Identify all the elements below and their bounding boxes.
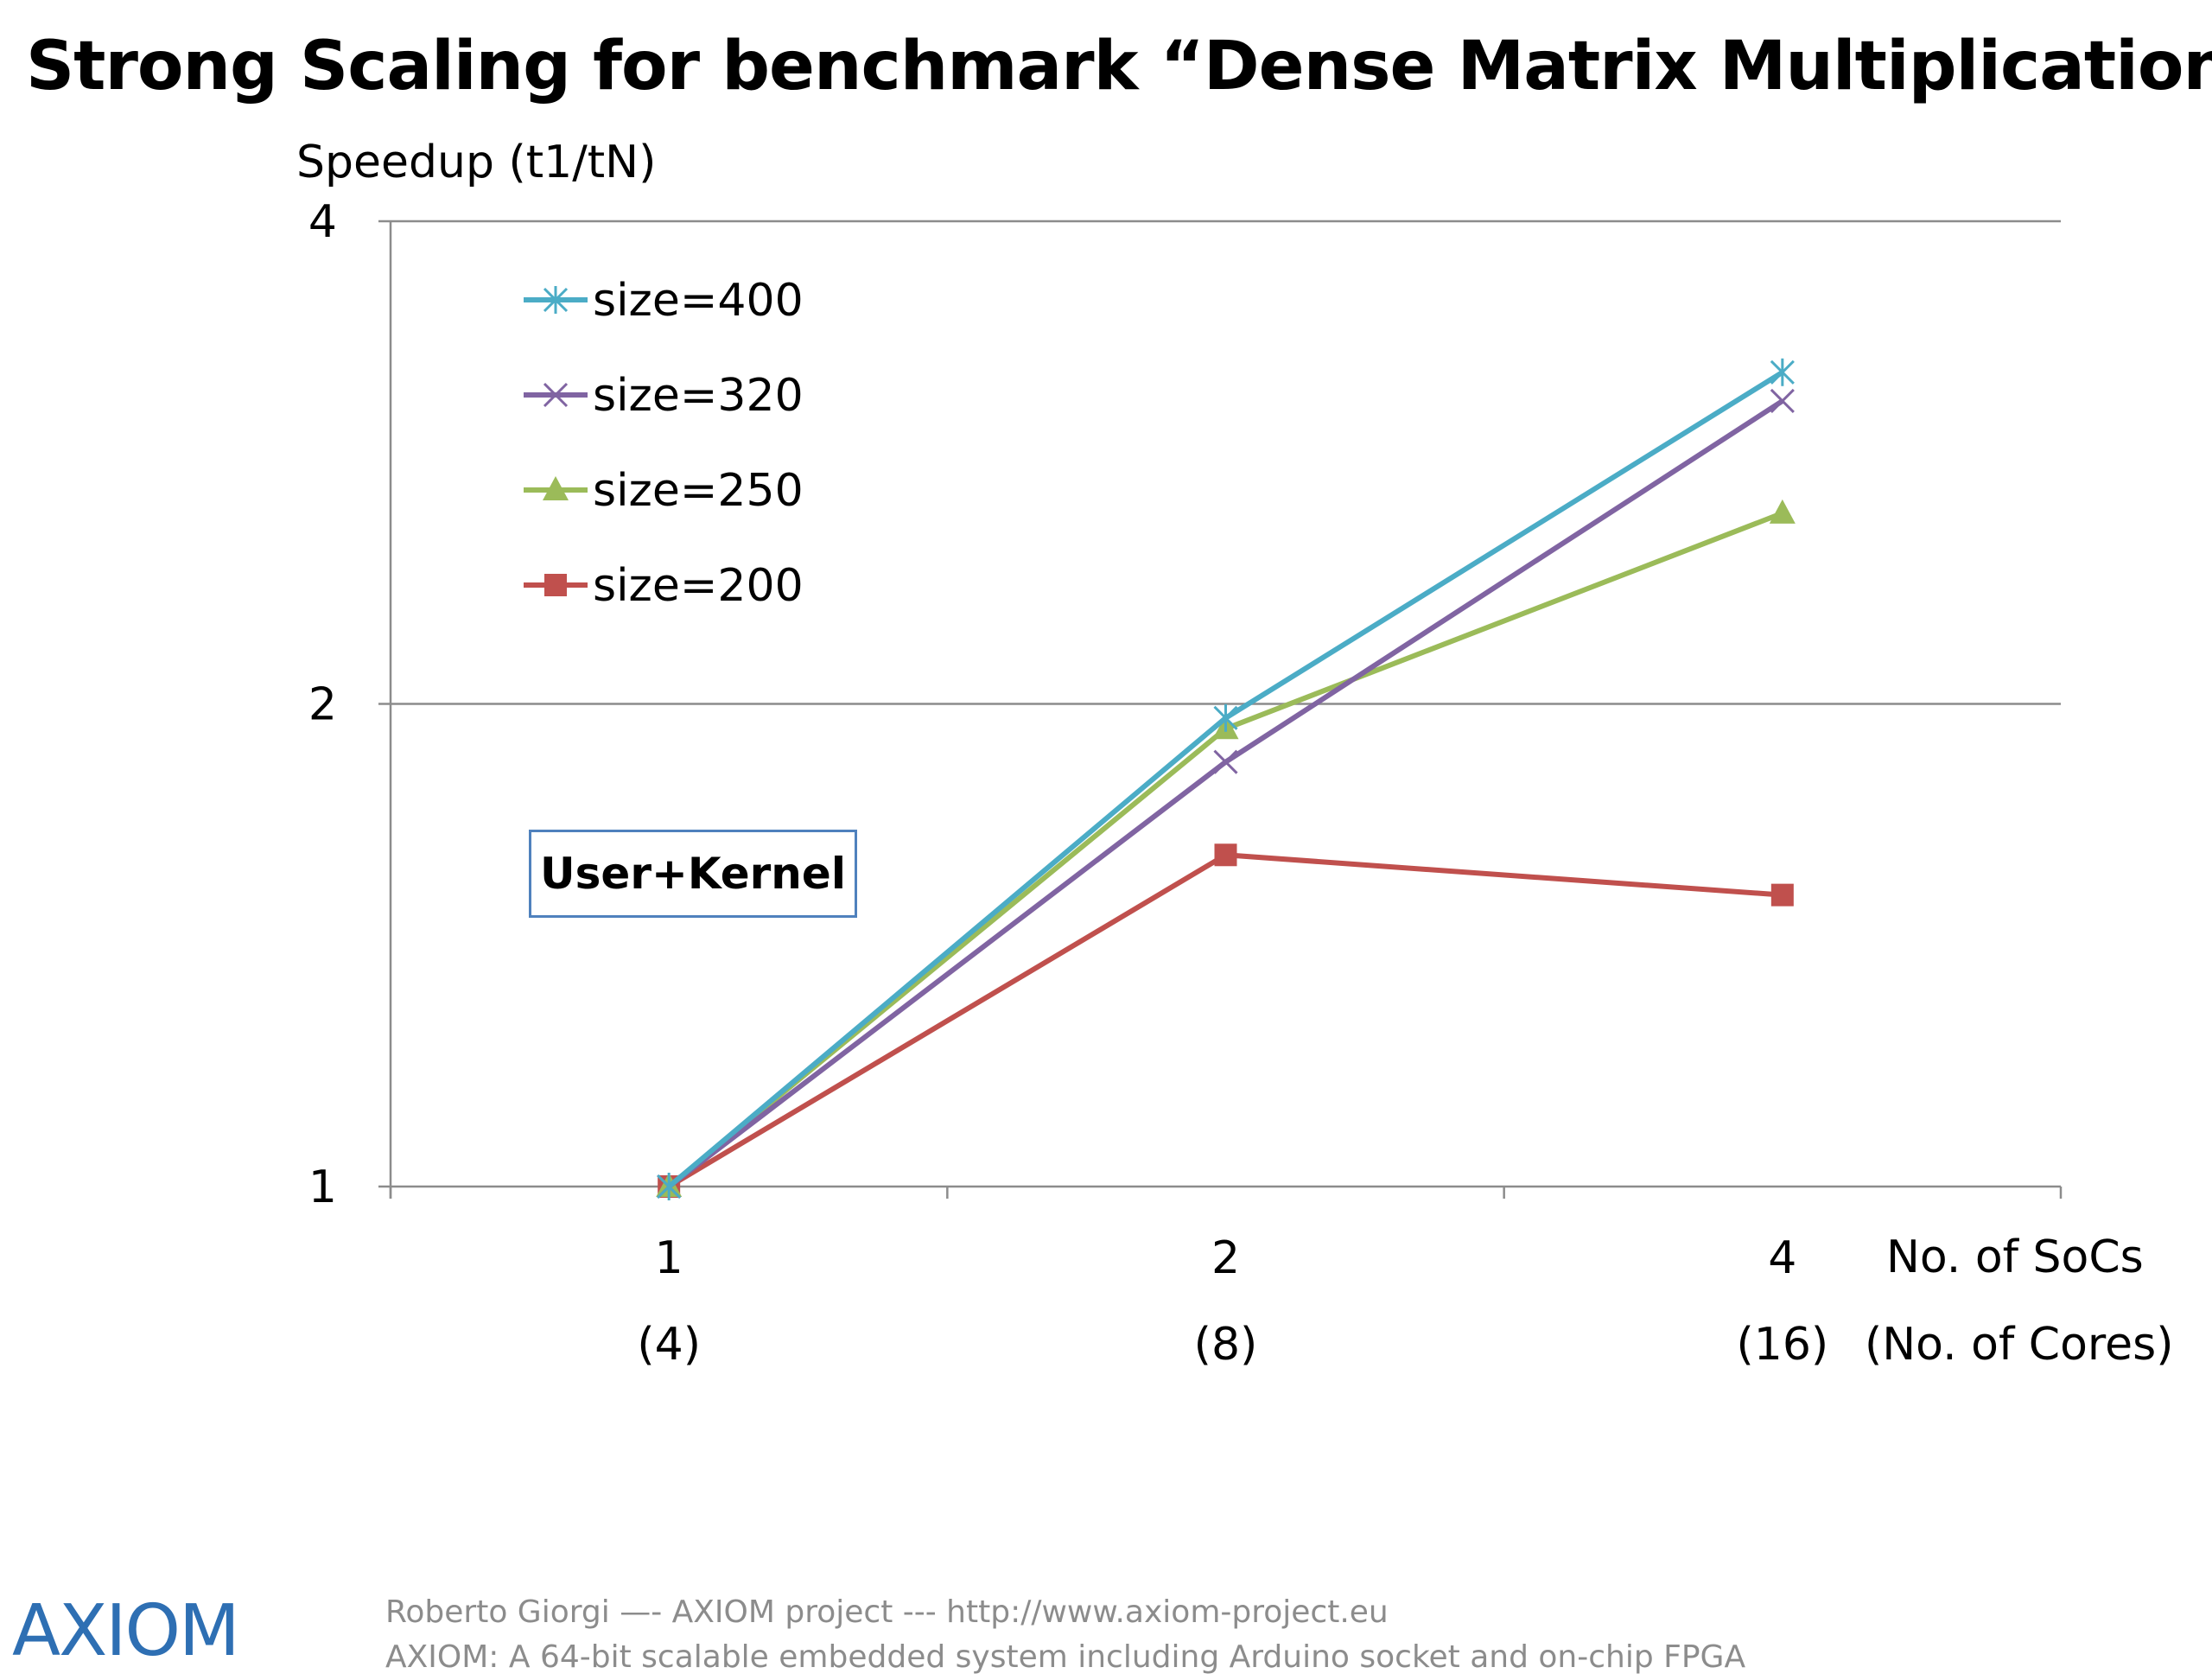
data-point-size-200-4: [1770, 883, 1794, 907]
legend-label-size-400: size=400: [593, 275, 804, 327]
legend-item-size-200: size=200: [524, 560, 804, 612]
x-axis-title-secondary: (No. of Cores): [1865, 1319, 2174, 1371]
series-line-size-320: [667, 398, 1784, 1189]
legend-marker-size-250: [543, 476, 569, 500]
x-tick-labels: 1 (4) 2 (8) 4 (16): [637, 1232, 1828, 1371]
data-point-size-320-2: [1213, 749, 1238, 774]
legend-item-size-320: size=320: [524, 370, 804, 422]
legend-item-size-400: size=400: [524, 275, 804, 327]
axes: [378, 220, 2063, 1199]
y-tick-label-1: 1: [308, 1161, 337, 1213]
x-tick-sublabel-1: (4): [637, 1319, 701, 1371]
series-line-size-400: [667, 370, 1784, 1189]
data-point-size-400-1: [657, 1173, 682, 1200]
x-tick-label-4: 4: [1768, 1232, 1796, 1284]
y-tick-label-4: 4: [308, 196, 337, 248]
axiom-logo-text: AXIOM: [12, 1594, 238, 1664]
x-tick-sublabel-2: (8): [1194, 1319, 1258, 1371]
y-tick-label-2: 2: [308, 679, 337, 731]
gridlines: [391, 220, 2061, 705]
footer-line-1: Roberto Giorgi —- AXIOM project --- http…: [385, 1594, 1389, 1630]
slide-title: Strong Scaling for benchmark “Dense Matr…: [26, 28, 2212, 105]
legend-marker-size-400: [543, 286, 569, 314]
legend-marker-size-200: [544, 574, 567, 596]
legend-marker-size-320: [543, 382, 569, 408]
legend-label-size-250: size=250: [593, 465, 804, 517]
series-layer: [656, 358, 1796, 1200]
data-point-size-250-4: [1769, 499, 1796, 524]
data-point-size-400-4: [1770, 358, 1795, 386]
axiom-logo: AXIOM: [12, 1594, 240, 1664]
legend: size=400 size=320 size=250 size=200: [524, 275, 804, 612]
footer-line-2: AXIOM: A 64-bit scalable embedded system…: [385, 1639, 1746, 1675]
data-point-size-200-2: [1214, 843, 1237, 867]
x-axis-title: No. of SoCs: [1886, 1231, 2144, 1283]
legend-label-size-200: size=200: [593, 560, 804, 612]
y-axis-title: Speedup (t1/tN): [296, 137, 656, 188]
data-point-size-320-4: [1770, 388, 1795, 414]
x-tick-sublabel-4: (16): [1736, 1319, 1828, 1371]
data-point-size-400-2: [1213, 703, 1238, 732]
footer-text: Roberto Giorgi —- AXIOM project --- http…: [385, 1590, 1745, 1680]
x-tick-label-1: 1: [655, 1232, 683, 1284]
series-size-400: [657, 358, 1795, 1200]
x-tick-label-2: 2: [1211, 1232, 1240, 1284]
annotation-box: User+Kernel: [529, 830, 857, 918]
y-tick-labels: 1 2 4: [308, 196, 337, 1213]
legend-label-size-320: size=320: [593, 370, 804, 422]
series-size-320: [657, 388, 1795, 1200]
legend-item-size-250: size=250: [524, 465, 804, 517]
